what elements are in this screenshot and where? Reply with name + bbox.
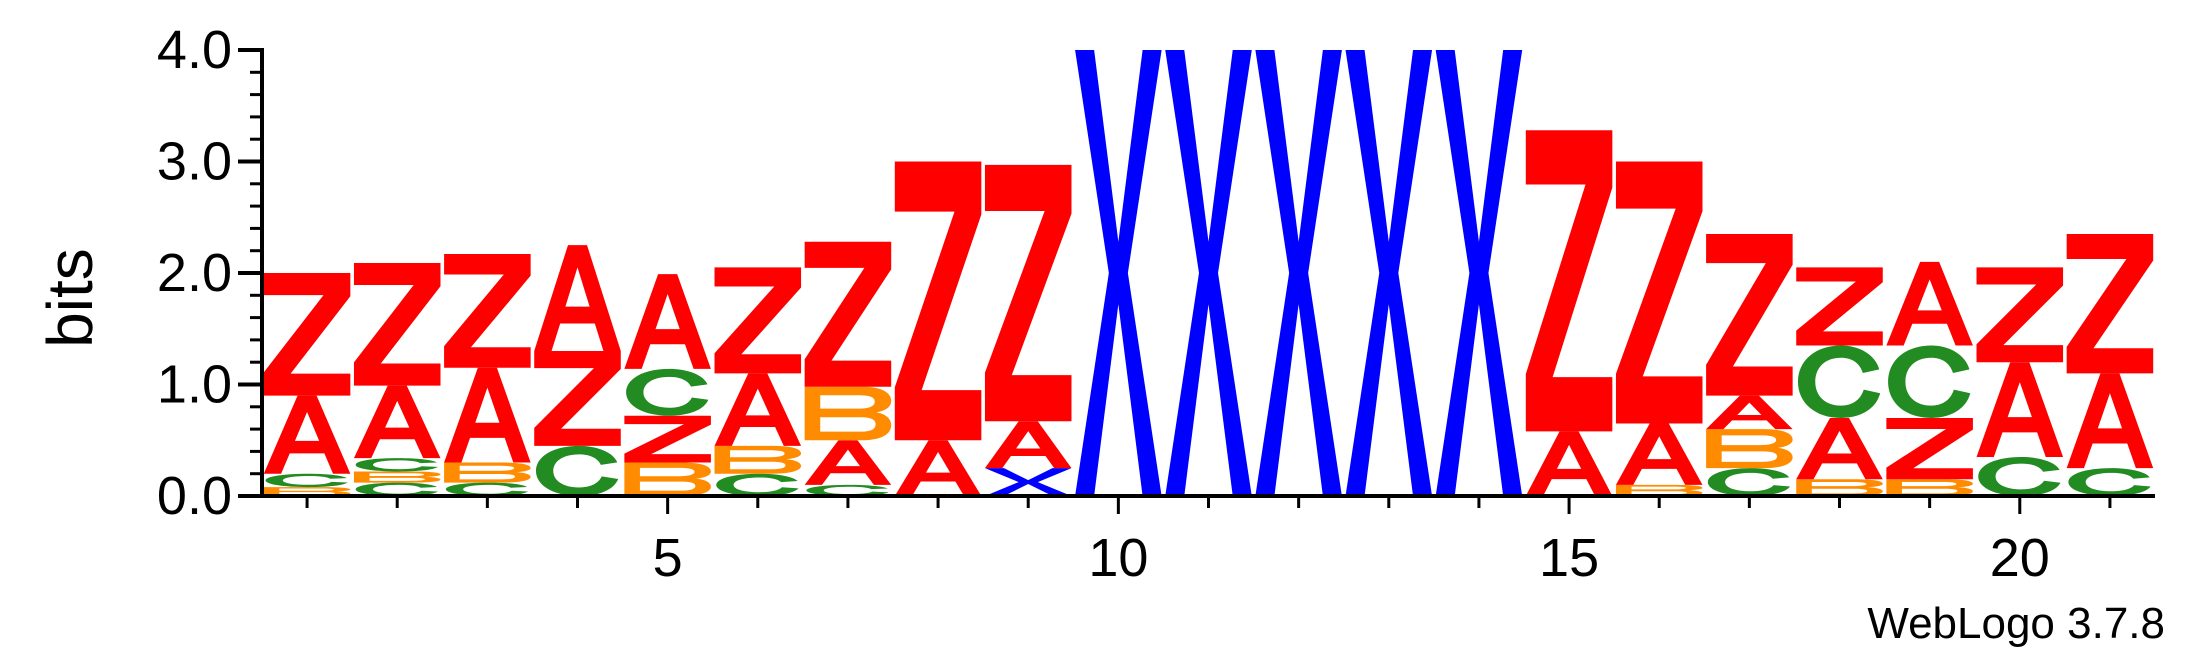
logo-letter-c-pos-2 — [355, 482, 438, 496]
logo-letter-a-pos-17 — [1706, 395, 1793, 430]
logo-letter-c-pos-21 — [2068, 468, 2151, 496]
logo-letter-z-pos-21 — [2066, 233, 2154, 374]
logo-letter-x-pos-11 — [1165, 50, 1252, 496]
logo-letter-a-pos-5 — [624, 274, 711, 369]
logo-letter-b-pos-6 — [714, 445, 802, 474]
logo-letter-z-pos-19 — [1886, 417, 1973, 480]
logo-letter-z-pos-4 — [534, 351, 621, 446]
y-tick-label: 2.0 — [157, 243, 232, 303]
logo-letter-a-pos-8 — [894, 440, 982, 496]
logo-letter-c-pos-20 — [1978, 456, 2061, 496]
logo-letter-a-pos-15 — [1525, 431, 1613, 496]
x-tick-label: 5 — [653, 528, 683, 588]
logo-letter-b-pos-5 — [624, 462, 711, 496]
logo-letter-c-pos-3 — [445, 482, 529, 496]
letter-stacks — [263, 50, 2154, 496]
logo-letter-c-pos-19 — [1888, 345, 1971, 418]
logo-letter-c-pos-18 — [1797, 345, 1881, 418]
logo-letter-z-pos-9 — [984, 164, 1072, 422]
logo-letter-b-pos-2 — [353, 471, 441, 483]
logo-letter-z-pos-2 — [353, 262, 441, 386]
logo-letter-c-pos-6 — [716, 473, 799, 496]
logo-letter-x-pos-9 — [984, 468, 1072, 496]
logo-letter-a-pos-6 — [714, 373, 802, 446]
logo-letter-z-pos-15 — [1525, 130, 1613, 432]
logo-letter-a-pos-3 — [444, 367, 531, 463]
y-tick-label: 3.0 — [157, 132, 232, 192]
logo-letter-a-pos-19 — [1886, 261, 1973, 346]
y-tick-label: 1.0 — [157, 355, 232, 415]
weblogo-version-label: WebLogo 3.7.8 — [1867, 599, 2165, 648]
y-tick-label: 4.0 — [157, 20, 232, 80]
logo-letter-z-pos-8 — [894, 161, 982, 441]
logo-letter-a-pos-21 — [2066, 373, 2154, 469]
logo-letter-b-pos-18 — [1796, 479, 1883, 496]
logo-letter-z-pos-5 — [624, 415, 711, 463]
logo-letter-z-pos-16 — [1615, 161, 1703, 424]
axes: 0.0 1.0 2.0 3.0 4.0 5 10 15 20 — [157, 20, 2155, 588]
logo-letter-z-pos-1 — [263, 273, 351, 396]
logo-letter-a-pos-18 — [1796, 417, 1883, 480]
logo-letter-c-pos-4 — [535, 445, 619, 496]
x-tick-label: 20 — [1990, 528, 2050, 588]
logo-letter-b-pos-1 — [263, 487, 351, 496]
logo-letter-a-pos-20 — [1976, 362, 2064, 457]
logo-letter-x-pos-13 — [1345, 50, 1433, 496]
logo-letter-a-pos-16 — [1615, 423, 1703, 485]
logo-letter-c-pos-17 — [1707, 468, 1791, 496]
logo-letter-b-pos-16 — [1615, 484, 1703, 496]
logo-letter-b-pos-17 — [1706, 429, 1793, 469]
x-tick-label: 10 — [1088, 528, 1148, 588]
logo-letter-z-pos-18 — [1796, 267, 1883, 346]
logo-letter-z-pos-3 — [444, 254, 531, 368]
logo-letter-z-pos-6 — [714, 267, 802, 374]
logo-letter-a-pos-7 — [804, 440, 892, 485]
logo-letter-z-pos-7 — [804, 241, 892, 387]
logo-letter-x-pos-14 — [1435, 50, 1523, 496]
logo-letter-z-pos-20 — [1976, 267, 2064, 363]
logo-letter-a-pos-1 — [263, 395, 351, 474]
logo-letter-c-pos-1 — [265, 473, 348, 488]
logo-letter-c-pos-7 — [806, 484, 889, 496]
logo-letter-b-pos-3 — [444, 462, 531, 483]
logo-letter-c-pos-5 — [626, 368, 709, 416]
y-tick-label: 0.0 — [157, 466, 232, 526]
logo-letter-z-pos-17 — [1706, 233, 1793, 396]
logo-letter-b-pos-19 — [1886, 479, 1973, 496]
logo-letter-a-pos-9 — [984, 421, 1072, 469]
logo-letter-x-pos-12 — [1255, 50, 1342, 496]
logo-letter-x-pos-10 — [1075, 50, 1162, 496]
y-axis-label: bits — [34, 248, 106, 348]
x-tick-label: 15 — [1539, 528, 1599, 588]
logo-letter-c-pos-2 — [355, 458, 438, 472]
logo-letter-a-pos-4 — [534, 245, 621, 352]
logo-letter-b-pos-7 — [804, 386, 892, 441]
logo-letter-a-pos-2 — [353, 385, 441, 459]
